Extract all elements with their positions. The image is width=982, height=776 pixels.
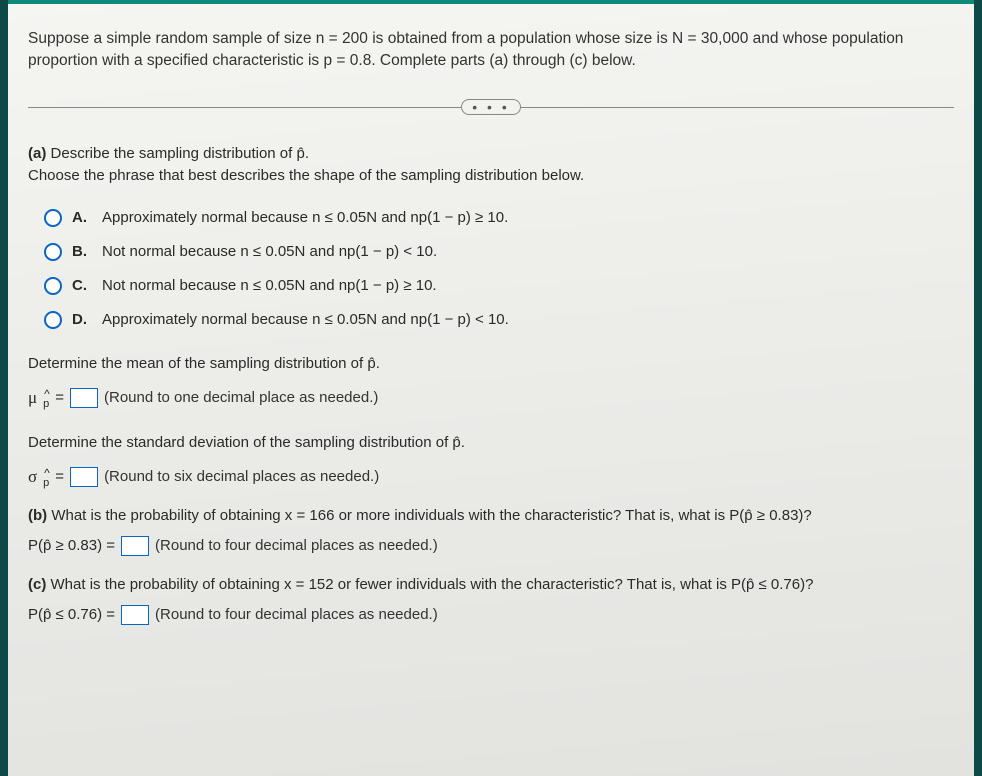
part-a-line2: Choose the phrase that best describes th… [28,167,584,184]
part-b-lhs: P(p̂ ≥ 0.83) = [28,537,115,554]
sd-equation: σp = (Round to six decimal places as nee… [28,467,954,487]
part-b-input[interactable] [121,536,149,556]
part-b-hint: (Round to four decimal places as needed.… [155,537,438,554]
part-a-heading: (a) Describe the sampling distribution o… [28,143,954,187]
option-a[interactable]: A. Approximately normal because n ≤ 0.05… [44,209,954,227]
mean-hint: (Round to one decimal place as needed.) [104,389,378,406]
separator: • • • [28,99,954,115]
part-c-question: (c) What is the probability of obtaining… [28,574,954,595]
sigma-symbol: σ [28,467,37,487]
part-a-line1: Describe the sampling distribution of p̂… [51,145,309,162]
option-text: Approximately normal because n ≤ 0.05N a… [102,209,508,226]
part-c-hint: (Round to four decimal places as needed.… [155,606,438,623]
intro-text: Suppose a simple random sample of size n… [28,28,954,71]
separator-pill[interactable]: • • • [461,99,520,115]
radio-icon[interactable] [44,311,62,329]
radio-icon[interactable] [44,277,62,295]
part-c-lhs: P(p̂ ≤ 0.76) = [28,606,115,623]
sd-heading: Determine the standard deviation of the … [28,434,954,451]
radio-icon[interactable] [44,209,62,227]
equals-sign: = [55,389,64,406]
mean-equation: μp = (Round to one decimal place as need… [28,388,954,408]
phat-subscript: p [43,477,49,489]
part-c-input[interactable] [121,605,149,625]
part-b-equation: P(p̂ ≥ 0.83) = (Round to four decimal pl… [28,536,954,556]
part-b-text: What is the probability of obtaining x =… [51,507,811,524]
radio-icon[interactable] [44,243,62,261]
part-c-label: (c) [28,576,46,593]
worksheet-page: Suppose a simple random sample of size n… [8,0,974,776]
part-b-label: (b) [28,507,47,524]
part-c-equation: P(p̂ ≤ 0.76) = (Round to four decimal pl… [28,605,954,625]
mu-symbol: μ [28,388,37,408]
sd-input[interactable] [70,467,98,487]
part-b-question: (b) What is the probability of obtaining… [28,505,954,526]
separator-line-right [521,107,954,108]
option-letter: D. [72,311,92,328]
part-a-label: (a) [28,145,46,162]
options-group: A. Approximately normal because n ≤ 0.05… [44,209,954,329]
option-text: Approximately normal because n ≤ 0.05N a… [102,311,509,328]
option-text: Not normal because n ≤ 0.05N and np(1 − … [102,277,437,294]
option-letter: C. [72,277,92,294]
option-d[interactable]: D. Approximately normal because n ≤ 0.05… [44,311,954,329]
option-c[interactable]: C. Not normal because n ≤ 0.05N and np(1… [44,277,954,295]
sd-hint: (Round to six decimal places as needed.) [104,468,379,485]
option-b[interactable]: B. Not normal because n ≤ 0.05N and np(1… [44,243,954,261]
equals-sign: = [55,468,64,485]
option-letter: B. [72,243,92,260]
mean-heading: Determine the mean of the sampling distr… [28,355,954,372]
option-letter: A. [72,209,92,226]
option-text: Not normal because n ≤ 0.05N and np(1 − … [102,243,437,260]
separator-line-left [28,107,461,108]
mean-input[interactable] [70,388,98,408]
phat-subscript: p [43,398,49,410]
part-c-text: What is the probability of obtaining x =… [51,576,814,593]
